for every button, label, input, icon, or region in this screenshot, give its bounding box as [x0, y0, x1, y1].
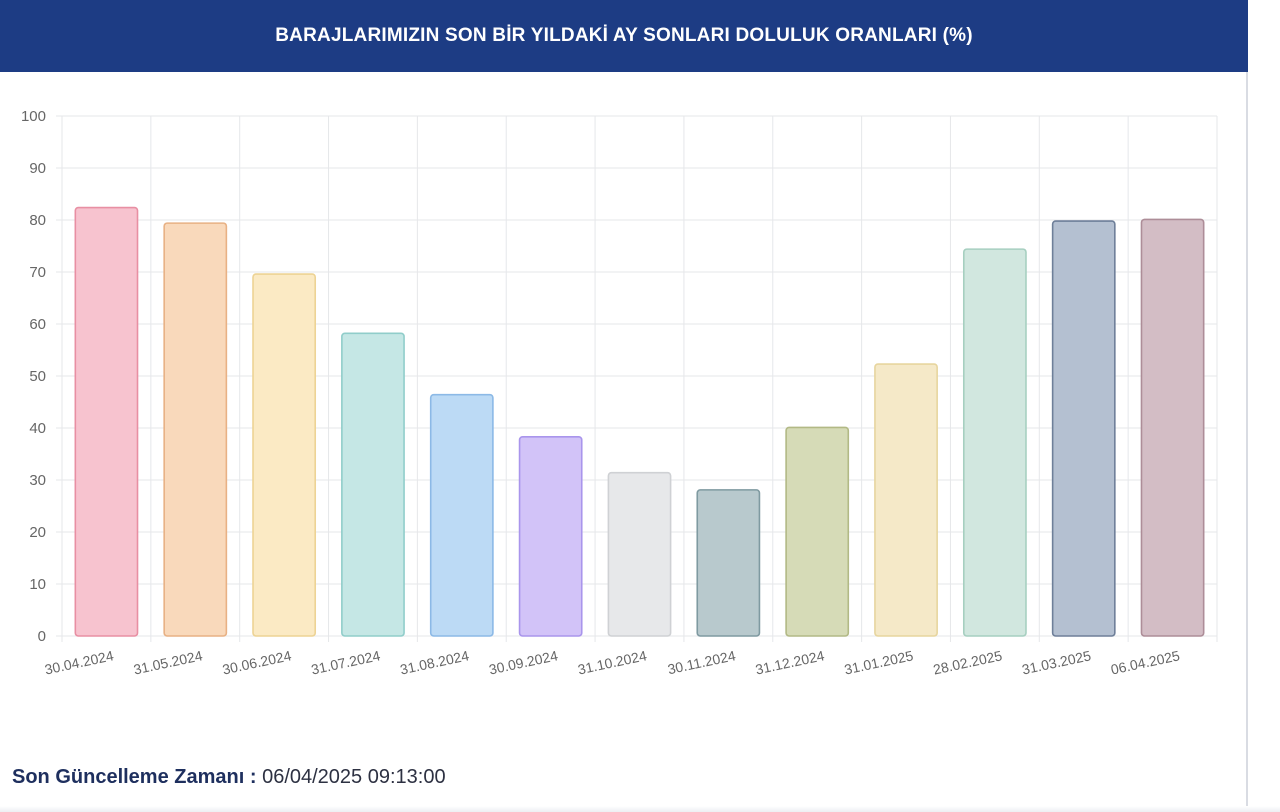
x-tick-label: 31.01.2025	[843, 647, 915, 677]
x-tick-label: 31.10.2024	[576, 647, 648, 677]
x-tick-label: 31.03.2025	[1020, 647, 1092, 677]
bar-31.07.2024[interactable]	[341, 332, 405, 637]
x-tick-label: 06.04.2025	[1109, 647, 1181, 677]
last-update-label: Son Güncelleme Zamanı :	[12, 766, 257, 788]
bar-30.09.2024[interactable]	[518, 436, 583, 637]
x-tick-label: 31.12.2024	[754, 647, 826, 677]
y-tick-label: 100	[21, 108, 46, 125]
x-tick-label: 30.06.2024	[221, 647, 293, 677]
grid-layer	[56, 115, 1218, 642]
bar-31.03.2025[interactable]	[1051, 220, 1116, 637]
bar-30.06.2024[interactable]	[252, 273, 317, 637]
last-update: Son Güncelleme Zamanı : 06/04/2025 09:13…	[12, 766, 446, 789]
x-tick-label: 31.08.2024	[399, 647, 471, 677]
bar-31.01.2025[interactable]	[874, 363, 938, 637]
header-bar: BARAJLARIMIZIN SON BİR YILDAKİ AY SONLAR…	[0, 0, 1248, 72]
bar-06.04.2025[interactable]	[1140, 218, 1205, 637]
y-tick-label: 20	[29, 524, 46, 541]
x-tick-label: 31.07.2024	[310, 647, 382, 677]
y-tick-label: 70	[29, 264, 46, 281]
x-tick-label: 30.09.2024	[487, 647, 559, 677]
bar-chart: 0 10 20 30 40 50 60 70 80 90 100 30.04.2024 31.05.2…	[21, 108, 1218, 678]
y-tick-label: 60	[29, 316, 46, 333]
y-tick-label: 50	[29, 368, 46, 385]
x-tick-label: 31.05.2024	[132, 647, 204, 677]
x-tick-label: 30.04.2024	[43, 647, 115, 677]
bar-28.02.2025[interactable]	[962, 248, 1027, 637]
y-axis-ticks: 0 10 20 30 40 50 60 70 80 90 100	[21, 108, 46, 645]
x-tick-label: 28.02.2025	[932, 647, 1004, 677]
bar-31.08.2024[interactable]	[429, 393, 494, 637]
y-tick-label: 30	[29, 472, 46, 489]
y-tick-label: 90	[29, 160, 46, 177]
y-tick-label: 40	[29, 420, 46, 437]
bar-30.04.2024[interactable]	[74, 206, 139, 637]
bar-31.10.2024[interactable]	[607, 471, 672, 637]
bar-31.05.2024[interactable]	[163, 222, 228, 637]
y-tick-label: 0	[38, 628, 46, 645]
x-axis-ticks: 30.04.2024 31.05.2024 30.06.2024 31.07.2024…	[43, 647, 1181, 677]
x-tick-label: 30.11.2024	[666, 647, 737, 677]
bar-30.11.2024[interactable]	[696, 489, 761, 637]
bottom-edge	[0, 806, 1280, 812]
y-tick-label: 80	[29, 212, 46, 229]
y-tick-label: 10	[29, 576, 46, 593]
bar-31.12.2024[interactable]	[785, 426, 850, 637]
panel-border	[1246, 72, 1248, 812]
chart-title: BARAJLARIMIZIN SON BİR YILDAKİ AY SONLAR…	[275, 25, 973, 46]
bar-layer	[74, 206, 1205, 637]
last-update-value: 06/04/2025 09:13:00	[262, 766, 446, 788]
